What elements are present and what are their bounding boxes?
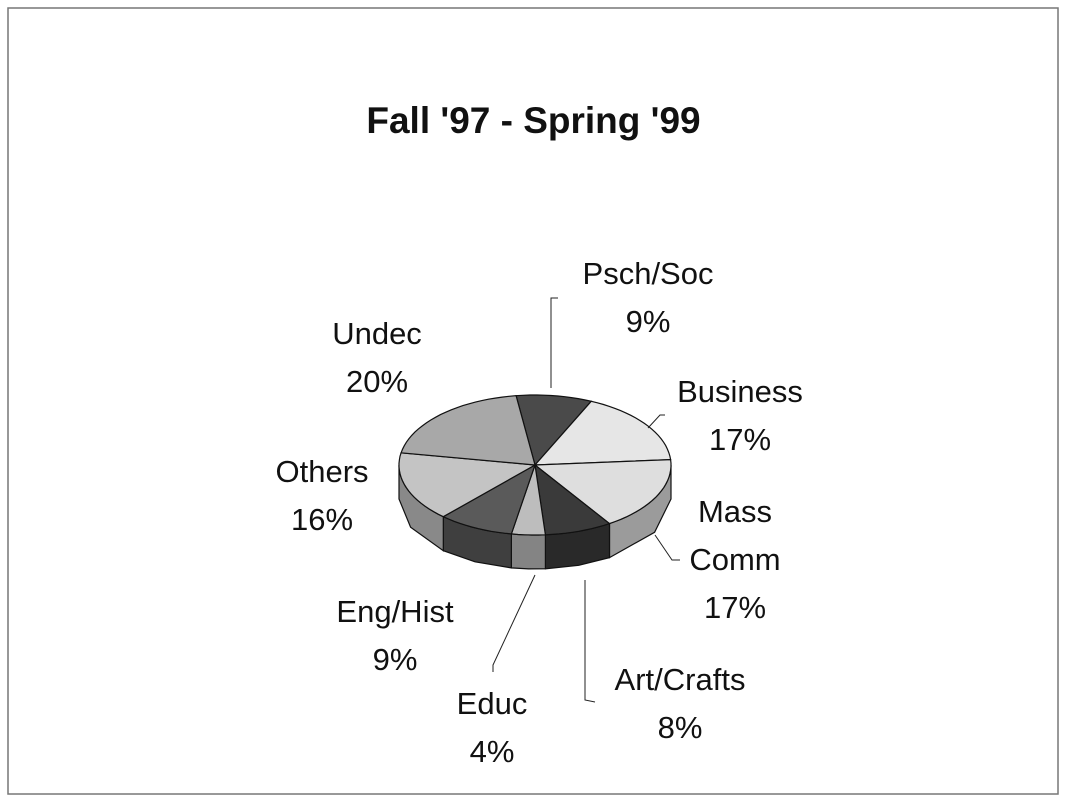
pie-side	[510, 533, 546, 570]
pie-slice	[400, 395, 536, 466]
value-label: 17%	[708, 422, 772, 457]
slice-label: Educ	[456, 686, 528, 721]
value-label: 4%	[469, 734, 515, 769]
value-label: 9%	[372, 642, 418, 677]
slice-label: Business	[677, 374, 803, 409]
pie-slice	[441, 463, 537, 535]
slice-label: Mass Comm	[689, 494, 781, 577]
slice-label: Eng/Hist	[336, 594, 454, 629]
slice-label: Art/Crafts	[614, 662, 746, 697]
pie-slice	[398, 452, 537, 518]
pie-slice	[510, 464, 547, 536]
frame	[7, 7, 1059, 795]
pie-slice	[533, 400, 672, 466]
value-label: 16%	[290, 502, 354, 537]
value-label: 20%	[345, 364, 409, 399]
leader-line	[550, 297, 558, 388]
slice-label: Psch/Soc	[582, 256, 714, 291]
slice-label: Undec	[332, 316, 422, 351]
pie-slice	[533, 458, 672, 525]
pie-slice	[515, 394, 593, 467]
leader-line	[654, 534, 680, 561]
leader-line	[647, 414, 665, 429]
chart-title: Fall '97 - Spring '99	[366, 100, 701, 141]
value-label: 17%	[703, 590, 767, 625]
leader-line	[584, 580, 596, 703]
value-label: 9%	[625, 304, 671, 339]
value-label: 8%	[657, 710, 703, 745]
slice-label: Others	[275, 454, 369, 489]
pie-slice	[534, 463, 611, 536]
leader-line	[492, 574, 536, 672]
